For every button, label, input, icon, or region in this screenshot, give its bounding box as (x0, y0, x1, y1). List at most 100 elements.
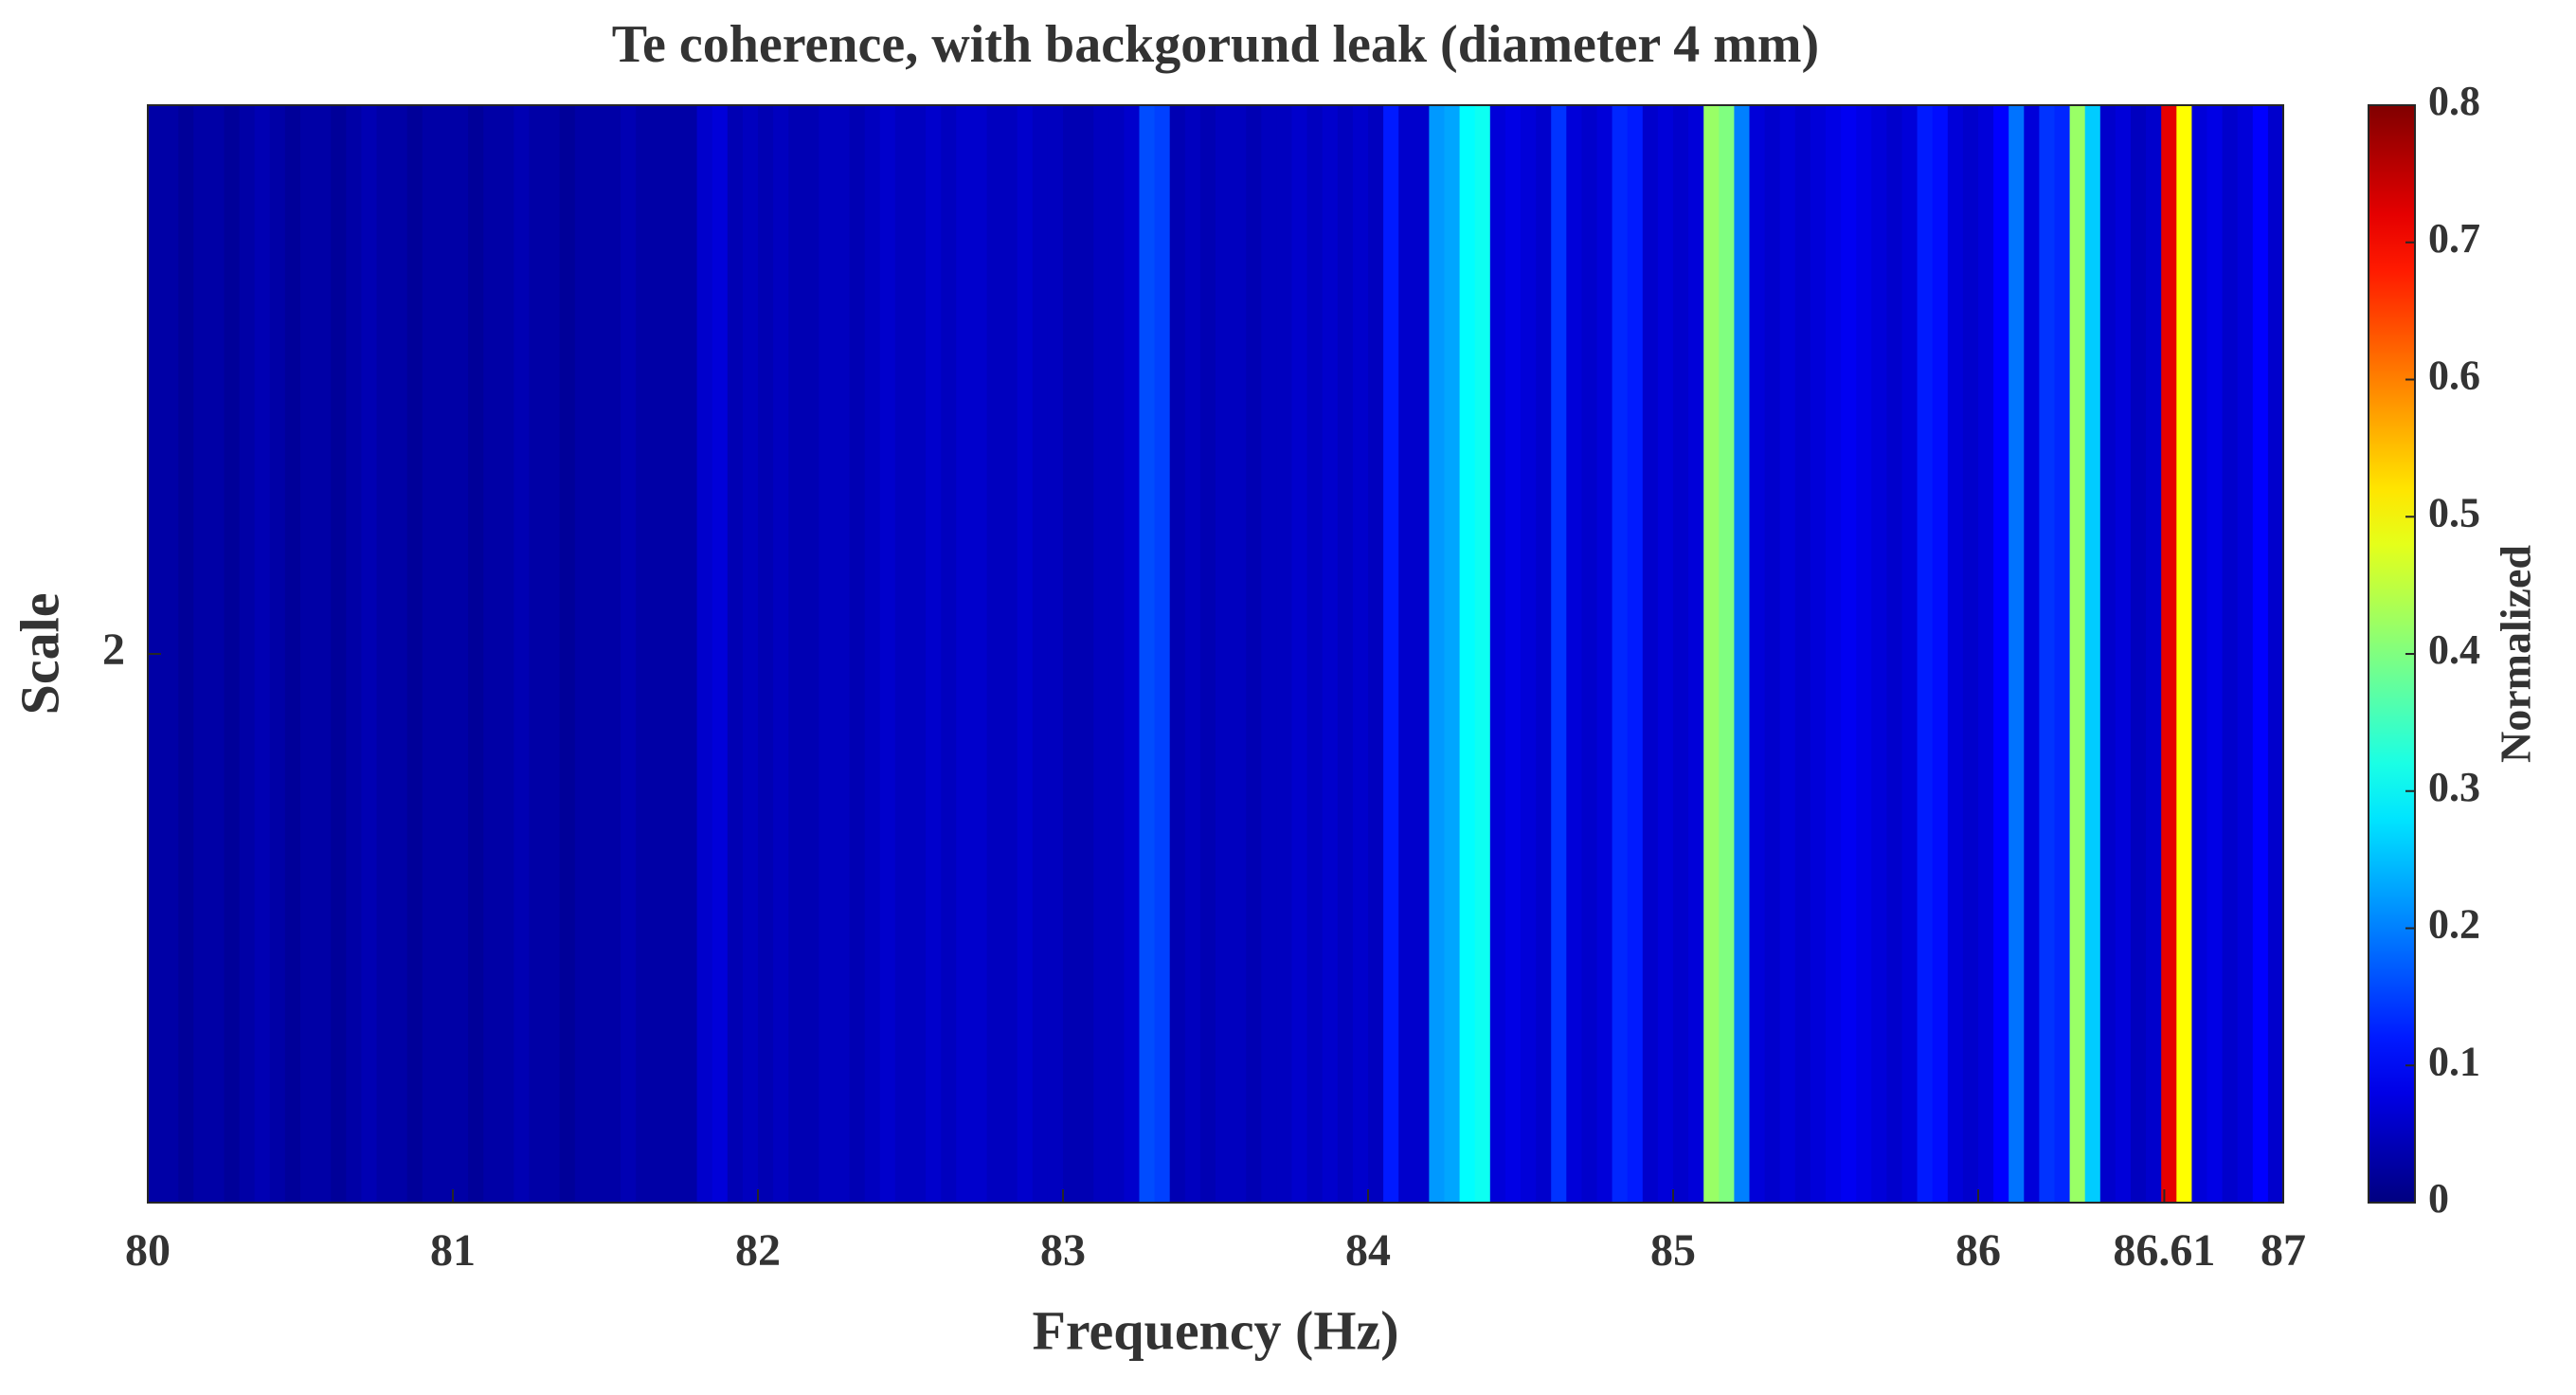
heatmap-cell (1536, 105, 1552, 1203)
heatmap-cell (1932, 105, 1949, 1203)
heatmap-cell (1871, 105, 1887, 1203)
x-tick-label: 82 (735, 1225, 781, 1276)
heatmap-cell (1231, 105, 1247, 1203)
heatmap-cell (1078, 105, 1094, 1203)
x-tick-label: 87 (2261, 1225, 2306, 1276)
heatmap-cell (2069, 105, 2086, 1203)
heatmap-cell (284, 105, 301, 1203)
heatmap-cell (483, 105, 499, 1203)
y-axis-label: Scale (9, 593, 70, 716)
heatmap-cell (696, 105, 713, 1203)
heatmap-cell (2054, 105, 2071, 1203)
heatmap-cell (2252, 105, 2269, 1203)
colorbar-tick-label: 0.8 (2428, 78, 2480, 124)
heatmap-cell (178, 105, 194, 1203)
heatmap-cell (926, 105, 942, 1203)
heatmap-cell (864, 105, 881, 1203)
heatmap-cell (574, 105, 591, 1203)
heatmap-cell (224, 105, 241, 1203)
heatmap-cell (1322, 105, 1339, 1203)
heatmap-cell (1841, 105, 1857, 1203)
heatmap-cell (1306, 105, 1324, 1203)
heatmap-cell (666, 105, 683, 1203)
heatmap-cell (2267, 105, 2284, 1203)
heatmap-cell (1886, 105, 1903, 1203)
heatmap-cell (681, 105, 698, 1203)
heatmap-cell (2039, 105, 2056, 1203)
heatmap-cell (1124, 105, 1141, 1203)
heatmap-cell (1154, 105, 1171, 1203)
heatmap-cell (2161, 105, 2177, 1203)
x-tick-label: 81 (430, 1225, 476, 1276)
heatmap-cell (621, 105, 637, 1203)
heatmap-cell (651, 105, 667, 1203)
heatmap-cell (1764, 105, 1781, 1203)
heatmap-cell (910, 105, 927, 1203)
heatmap-cell (879, 105, 896, 1203)
heatmap-cell (605, 105, 621, 1203)
heatmap-cell (468, 105, 484, 1203)
heatmap-cell (2207, 105, 2224, 1203)
heatmap-cell (1673, 105, 1689, 1203)
colorbar-tick-label: 0.7 (2428, 215, 2480, 262)
heatmap-cell (1169, 105, 1186, 1203)
heatmap-cell (1794, 105, 1811, 1203)
heatmap-cell (513, 105, 531, 1203)
heatmap-cell (269, 105, 286, 1203)
heatmap-cell (1383, 105, 1399, 1203)
heatmap-cell (1489, 105, 1506, 1203)
heatmap-cell (1581, 105, 1598, 1203)
heatmap-cell (727, 105, 744, 1203)
heatmap-cell (1337, 105, 1354, 1203)
colorbar-tick-label: 0.1 (2428, 1038, 2480, 1084)
colorbar-tick-label: 0.5 (2428, 489, 2480, 535)
heatmap-cell (1032, 105, 1049, 1203)
heatmap-cell (1414, 105, 1430, 1203)
x-tick-label: 86 (1955, 1225, 2001, 1276)
heatmap-cell (1627, 105, 1644, 1203)
heatmap-cell (361, 105, 378, 1203)
heatmap-cell (1810, 105, 1827, 1203)
heatmap-cell (406, 105, 423, 1203)
heatmap-cell (1093, 105, 1109, 1203)
heatmap-cell (544, 105, 561, 1203)
heatmap-cell (1017, 105, 1034, 1203)
heatmap-cell (956, 105, 972, 1203)
x-tick-label: 83 (1040, 1225, 1086, 1276)
heatmap-cell (1826, 105, 1842, 1203)
heatmap-cell (1749, 105, 1766, 1203)
heatmap-cell (1688, 105, 1704, 1203)
heatmap-cell (2099, 105, 2117, 1203)
heatmap-cell (1657, 105, 1674, 1203)
heatmap-cell (788, 105, 804, 1203)
heatmap-cell (986, 105, 1003, 1203)
heatmap-cell (2146, 105, 2162, 1203)
heatmap-cell (1504, 105, 1522, 1203)
heatmap-cell (1398, 105, 1414, 1203)
colorbar-tick-label: 0.3 (2428, 764, 2480, 810)
heatmap-cell (1429, 105, 1446, 1203)
heatmap-cell (1246, 105, 1262, 1203)
heatmap-cell (453, 105, 469, 1203)
heatmap-cell (1184, 105, 1201, 1203)
heatmap-cell (1521, 105, 1537, 1203)
heatmap-cell (315, 105, 332, 1203)
heatmap-cell (1642, 105, 1659, 1203)
heatmap-cell (1612, 105, 1629, 1203)
heatmap-cell (1962, 105, 1979, 1203)
heatmap-cell (834, 105, 851, 1203)
heatmap-cell (589, 105, 606, 1203)
heatmap-cell (712, 105, 729, 1203)
heatmap-cell (849, 105, 866, 1203)
heatmap-cell (803, 105, 820, 1203)
heatmap-cell (894, 105, 911, 1203)
heatmap-cell (2222, 105, 2239, 1203)
heatmap-cell (1444, 105, 1461, 1203)
heatmap-cell (1001, 105, 1018, 1203)
heatmap-cell (1199, 105, 1216, 1203)
heatmap-cell (346, 105, 362, 1203)
x-tick-label: 80 (125, 1225, 171, 1276)
heatmap-cell (1596, 105, 1613, 1203)
heatmap-cell (1276, 105, 1293, 1203)
